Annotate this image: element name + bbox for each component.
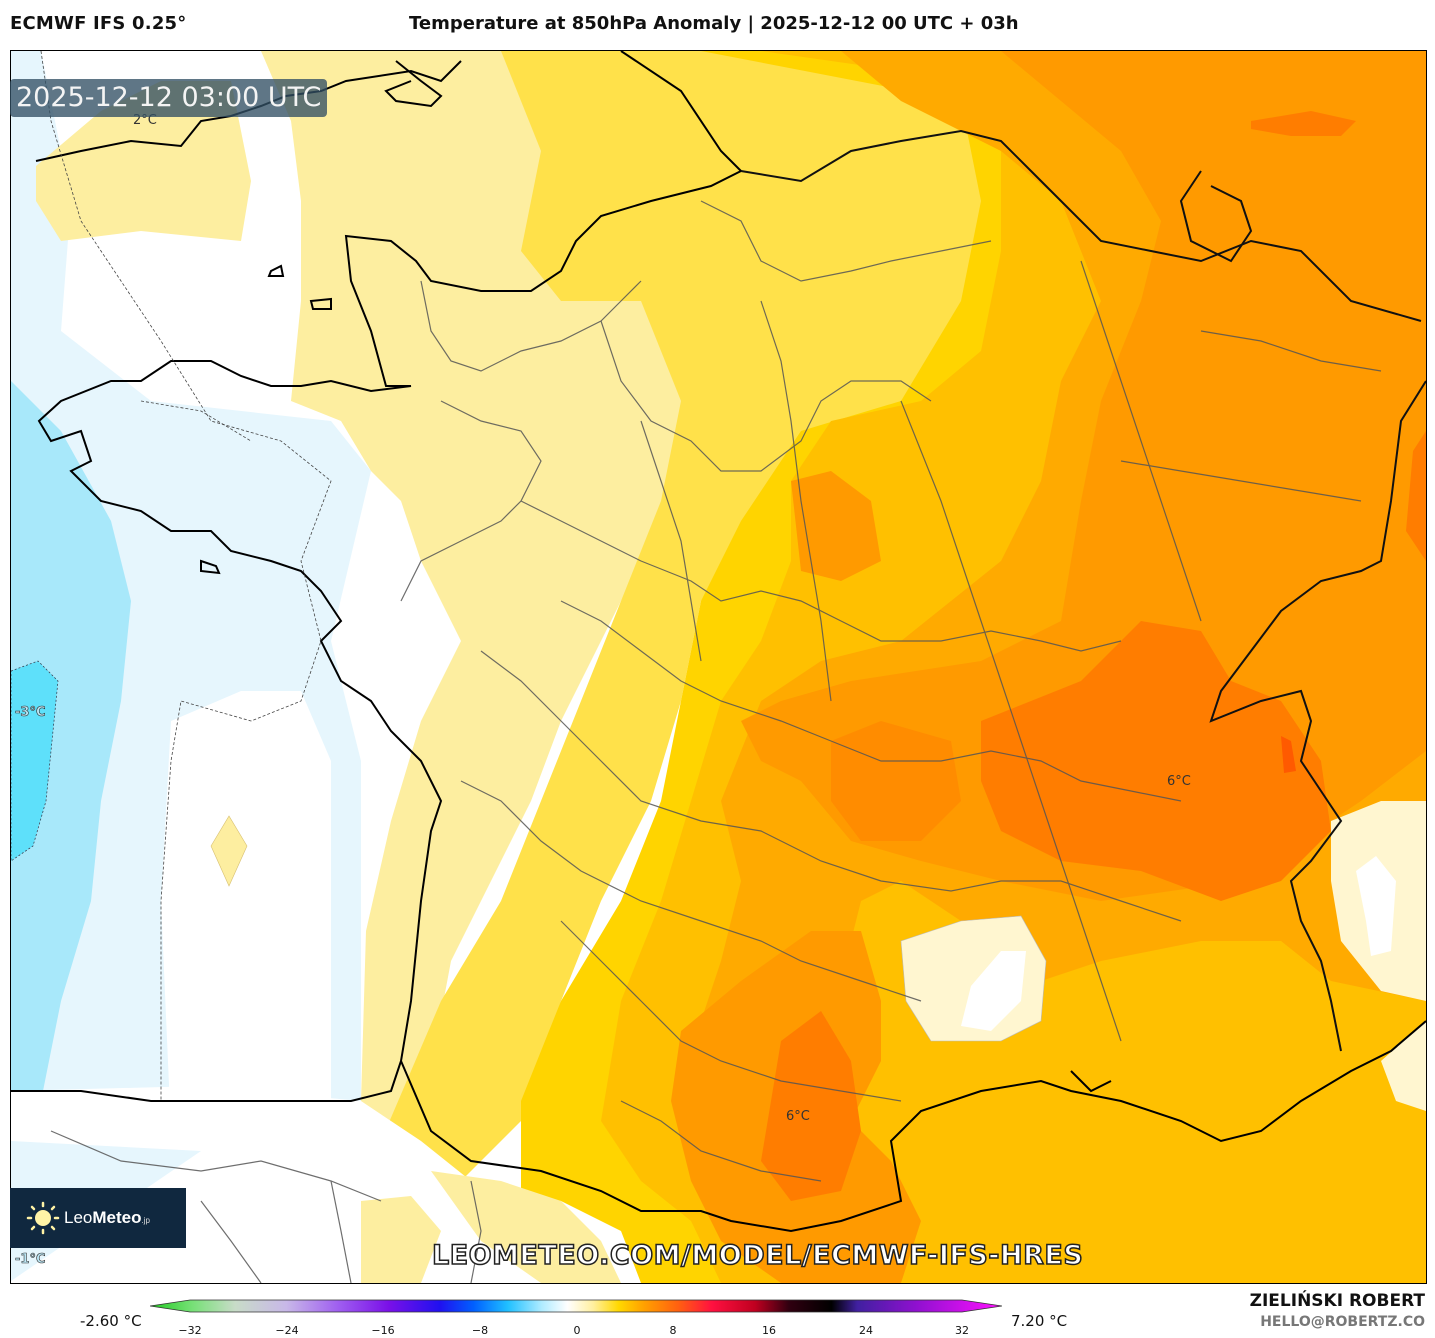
contour-label-6c-alps: 6°C [1167,774,1191,789]
colorbar-tick: 16 [762,1324,776,1337]
zone-2-channel [36,81,251,241]
zone-3 [381,51,1031,1181]
colorbar [150,1299,1002,1313]
colorbar-max-label: 7.20 °C [1011,1312,1068,1330]
valid-time-badge: 2025-12-12 03:00 UTC [10,79,328,117]
zero-contours [40,51,332,1101]
colorbar-tick: 0 [573,1324,581,1337]
colorbar-tick: 24 [859,1324,873,1337]
watermark-url: LEOMETEO.COM/MODEL/ECMWF-IFS-HRES [431,1239,1084,1272]
sun-icon [26,1201,60,1235]
chart-title: Temperature at 850hPa Anomaly | 2025-12-… [409,13,1019,34]
colorbar-tick: −24 [275,1324,299,1337]
national-borders [740,129,1426,1052]
zone-6-alps [981,621,1331,901]
colorbar-tick: 32 [955,1324,969,1337]
contour-label-neg1c: -1°C [15,1252,46,1268]
author-email: HELLO@ROBERTZ.CO [1260,1314,1425,1330]
contour-label-6c-pyrenees: 6°C [786,1109,810,1124]
temperature-anomaly-map: 2°C -3°C 6°C 6°C -1°C [10,50,1427,1284]
author-name: ZIELIŃSKI ROBERT [1249,1291,1425,1311]
model-name: ECMWF IFS 0.25° [10,13,187,34]
zone-neg2 [11,381,131,1151]
colorbar-tick: 8 [669,1324,677,1337]
colorbar-tick: −8 [471,1324,489,1337]
logo-text: LeoMeteo.jp [64,1208,150,1227]
colorbar-tick: −32 [178,1324,202,1337]
colorbar-tick: −16 [371,1324,395,1337]
colorbar-min-label: -2.60 °C [80,1312,142,1330]
contour-label-neg3c: -3°C [15,705,46,721]
regional-borders [50,200,1382,1283]
zone-6-pyrenees [761,1011,861,1201]
leometeo-logo: LeoMeteo.jp [10,1188,186,1248]
zone-neg3 [11,660,59,862]
zone-5 [741,51,1426,901]
map-canvas [11,51,1426,1283]
